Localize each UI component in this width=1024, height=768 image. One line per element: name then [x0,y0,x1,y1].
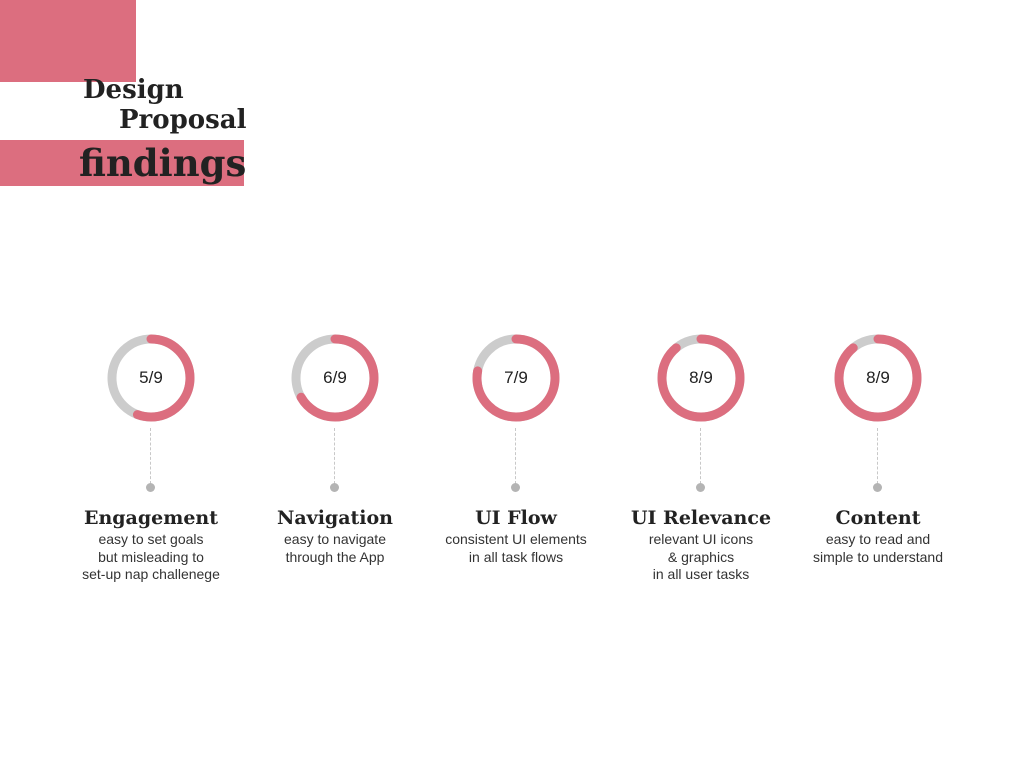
title-findings: findings [79,141,247,185]
metric-description: relevant UI icons & graphics in all user… [601,531,801,584]
score-ring: 8/9 [834,334,922,422]
metric-title: Engagement [83,507,219,529]
ring-progress [472,334,560,422]
connector-dot [511,483,520,492]
description-line: but misleading to [98,548,204,565]
description-line: easy to navigate [284,531,386,547]
description-line: in all task flows [468,548,564,565]
title-proposal: Proposal [119,105,247,135]
description-line: easy to set goals [98,531,204,547]
description-line: simple to understand [813,548,943,565]
score-ring: 5/9 [107,334,195,422]
metric-title: Navigation [276,507,393,529]
connector-dot [696,483,705,492]
description-line: set-up nap challenege [82,566,220,582]
metric-title: Content [835,507,921,529]
ring-progress [107,334,195,422]
dashed-connector [877,428,878,484]
score-ring: 7/9 [472,334,560,422]
score-ring-chart [472,334,560,422]
metric-description: easy to set goals but misleading to set-… [51,531,251,584]
description-line: consistent UI elements [445,531,587,547]
metric-description: consistent UI elements in all task flows [416,531,616,566]
score-ring: 8/9 [657,334,745,422]
description-line: & graphics [667,548,735,565]
title-highlight-bar [0,140,244,186]
description-line: in all user tasks [652,566,750,582]
connector-dot [146,483,155,492]
score-label: 8/9 [689,368,713,387]
metric-description: easy to navigate through the App [235,531,435,566]
score-label: 8/9 [866,368,890,387]
score-ring-chart [834,334,922,422]
score-label: 7/9 [504,368,528,387]
metric-title: UI Flow [475,507,557,529]
ring-progress [834,334,922,422]
metric-title: UI Relevance [630,507,772,529]
description-line: easy to read and [825,531,931,547]
metric-description: easy to read and simple to understand [778,531,978,566]
score-ring: 6/9 [291,334,379,422]
score-ring-chart [657,334,745,422]
dashed-connector [515,428,516,484]
description-line: relevant UI icons [648,531,754,547]
score-label: 6/9 [323,368,347,387]
dashed-connector [150,428,151,484]
description-line: through the App [285,548,385,565]
score-label: 5/9 [139,368,163,387]
title-design: Design [83,75,184,105]
ring-progress [291,334,379,422]
dashed-connector [700,428,701,484]
score-ring-chart [107,334,195,422]
score-ring-chart [291,334,379,422]
dashed-connector [334,428,335,484]
connector-dot [873,483,882,492]
decorative-corner-block [0,0,136,82]
ring-progress [657,334,745,422]
connector-dot [330,483,339,492]
